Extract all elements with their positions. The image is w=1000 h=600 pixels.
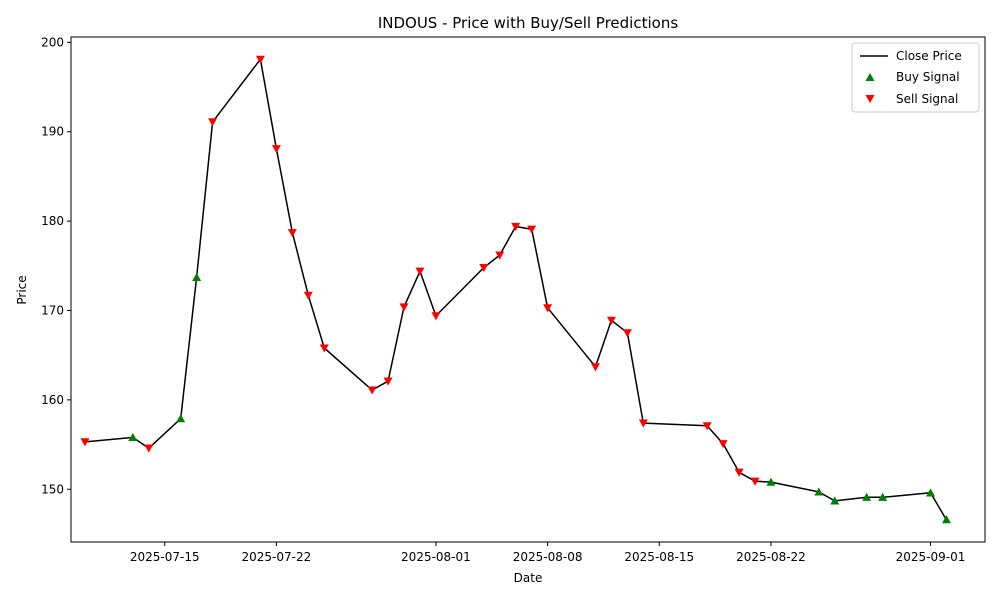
x-tick-label: 2025-08-22 (736, 550, 806, 564)
close-price-line-group (84, 58, 948, 521)
y-tick-label: 160 (41, 393, 64, 407)
buy-signal-marker (925, 488, 935, 497)
plot-area (80, 55, 951, 524)
sell-signal-marker (415, 267, 425, 276)
legend-buy-marker (865, 73, 875, 81)
sell-signal-marker (495, 251, 505, 260)
x-axis-label: Date (514, 571, 543, 585)
sell-signal-marker (606, 316, 616, 325)
y-tick-label: 180 (41, 214, 64, 228)
sell-signal-markers (80, 55, 760, 486)
x-tick-label: 2025-08-01 (401, 550, 471, 564)
legend: Close Price Buy Signal Sell Signal (851, 42, 980, 113)
x-tick-label: 2025-08-08 (513, 550, 583, 564)
y-axis: 150 160 170 180 190 200 (41, 35, 71, 496)
x-tick-label: 2025-07-22 (242, 550, 312, 564)
buy-signal-marker (878, 492, 888, 501)
sell-signal-marker (718, 440, 728, 449)
sell-signal-marker (144, 444, 154, 453)
x-tick-label: 2025-09-01 (896, 550, 966, 564)
buy-signal-marker (830, 496, 840, 505)
sell-signal-marker (383, 377, 393, 386)
buy-signal-markers (128, 272, 951, 524)
y-tick-label: 150 (41, 482, 64, 496)
buy-signal-marker (128, 432, 138, 442)
sell-signal-marker (734, 468, 744, 477)
legend-sell-marker (865, 95, 875, 103)
buy-signal-marker (941, 515, 951, 524)
sell-signal-marker (399, 303, 409, 312)
sell-signal-marker (590, 363, 600, 372)
buy-signal-marker (814, 487, 824, 496)
sell-signal-marker (527, 225, 537, 234)
legend-sell-signal-label: Sell Signal (896, 92, 958, 106)
sell-signal-marker (702, 422, 712, 431)
legend-box (851, 42, 980, 113)
x-tick-label: 2025-07-15 (130, 550, 200, 564)
close-price-line (84, 58, 948, 521)
x-tick-label: 2025-08-15 (624, 550, 694, 564)
x-axis: 2025-07-15 2025-07-22 2025-08-01 2025-08-08… (130, 542, 966, 564)
sell-signal-marker (543, 304, 553, 313)
y-tick-label: 200 (41, 35, 64, 49)
sell-signal-marker (208, 118, 218, 127)
buy-signal-marker (862, 492, 872, 501)
buy-signal-marker (192, 272, 202, 282)
y-axis-label: Price (15, 275, 29, 304)
buy-signal-marker (176, 414, 186, 423)
sell-signal-marker (255, 55, 265, 64)
legend-close-price-label: Close Price (896, 49, 962, 63)
sell-signal-marker (622, 329, 632, 338)
y-tick-label: 190 (41, 125, 64, 139)
buy-signal-marker (766, 477, 776, 486)
sell-signal-marker (287, 229, 297, 238)
plot-frame (70, 36, 986, 543)
sell-signal-marker (303, 291, 313, 300)
sell-signal-marker (431, 312, 441, 321)
sell-signal-marker (479, 264, 489, 273)
sell-signal-marker (367, 386, 377, 395)
sell-signal-marker (80, 438, 90, 447)
sell-signal-marker (638, 419, 648, 428)
sell-signal-marker (319, 344, 329, 353)
y-tick-label: 170 (41, 304, 64, 318)
sell-signal-marker (750, 477, 760, 486)
legend-buy-signal-label: Buy Signal (896, 70, 960, 84)
chart-title: INDOUS - Price with Buy/Sell Predictions (378, 14, 679, 32)
sell-signal-marker (511, 222, 521, 231)
sell-signal-marker (271, 145, 281, 154)
